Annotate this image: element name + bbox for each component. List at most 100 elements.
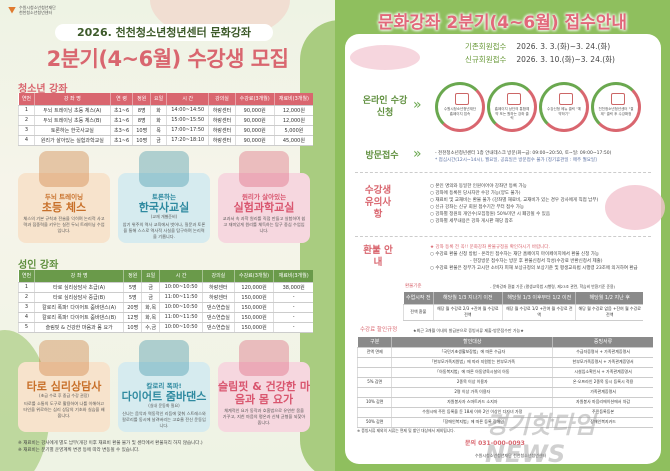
- table-cell: 50% 감면: [356, 417, 392, 428]
- header-pill: 2026. 천천청소년청년센터 문화강좌: [55, 24, 273, 41]
- table-cell: 토론하는 한국사교실: [33, 125, 111, 136]
- step-1: 수원시청소년청년재단 홈페이지 접속: [435, 82, 485, 132]
- table-cell: 10:00~10:50: [159, 282, 203, 293]
- table-cell: 90,000원: [234, 115, 275, 126]
- left-panel: 수원시청소년청년재단 천천청소년청년센터 2026. 천천청소년청년센터 문화강좌…: [0, 0, 335, 471]
- table-cell: 원리가 살아있는 실험과학교실: [33, 135, 111, 146]
- chevron-right-icon: »: [413, 97, 422, 113]
- table-cell: 수,금: [141, 322, 160, 333]
- contact: 문의 031-000-0093: [465, 440, 525, 447]
- table-cell: 초1~6: [109, 105, 133, 116]
- card-description: 암기 위주의 역사 교육에서 벗어나, 질문과 토론을 통해 스스로 역사적 사…: [122, 222, 206, 239]
- table-row: 전액 환불 해당 월 수강료 2/3 +잔여 월 수강료 전액 해당 월 수강료 1…: [403, 304, 643, 321]
- table-cell: 4: [17, 312, 35, 323]
- card-note: (초급 수료 후 중급 수강 권장): [39, 393, 89, 398]
- table-row: 2 두뇌 트레이닝 초등 체스(B) 초1~6 8명 화 15:00~15:50 하랑센터 9…: [18, 115, 313, 126]
- table-cell: 20명: [123, 302, 142, 313]
- table-cell: 「장애인복지법」에 따른 등록 장애인: [391, 417, 553, 428]
- table-cell: -: [273, 312, 313, 323]
- table-cell: 해당 월 수강료 1/2 +잔여 월 수강료 전액: [502, 304, 576, 321]
- table-cell: 한부모가족증명서 + 가족관계증명서: [552, 357, 653, 368]
- table-cell: 4: [18, 135, 35, 146]
- column-header: 강의실: [202, 270, 235, 283]
- column-header: 강의실: [208, 93, 236, 106]
- adult-cards: 타로 심리상담사 (초급 수료 후 중급 수강 권장) 타로를 소통의 도구로 활용…: [18, 340, 310, 432]
- user-icon: [611, 93, 625, 105]
- table-row: 1 두뇌 트레이닝 초등 체스(A) 초1~6 8명 화 14:00~14:50 하랑센터 9…: [18, 105, 313, 116]
- discount-label: 수강료 할인규정: [360, 327, 398, 333]
- refund-basis-note: - 문화강좌 환불 기준 (평생교육법 시행령, 제23조 관련, 학습비 반환…: [490, 284, 615, 289]
- table-cell: [356, 367, 392, 378]
- column-header: 할인대상: [391, 337, 553, 348]
- course-illustration: [39, 340, 89, 376]
- course-card: 원리가 살아있는 실험과학교실 교과서 속 과학 원리를 직접 만들고 실험하며 쉽…: [218, 151, 310, 243]
- column-header: 해당월 1/3 이후부터 1/2 이전: [502, 292, 576, 305]
- search-icon: [455, 93, 469, 105]
- card-subtitle: 원리가 살아있는: [241, 193, 287, 201]
- table-cell: 하랑센터: [208, 125, 236, 136]
- table-cell: 하랑센터: [208, 135, 236, 146]
- table-cell: 90,000원: [234, 125, 275, 136]
- youth-cards: 두뇌 트레이닝 초등 체스 체스의 기본 규칙과 전술을 익히며 논리적 사고력과 …: [18, 151, 310, 243]
- table-cell: 화,목: [141, 302, 160, 313]
- table-cell: 칼로리 폭파! 다이어트 줌바댄스(A): [34, 302, 124, 313]
- table-cell: 슬림핏 & 건강한 마음과 몸 요가: [34, 322, 124, 333]
- table-cell: 가족관계증명서: [552, 387, 653, 398]
- table-cell: 150,000원: [233, 302, 274, 313]
- column-header: 강 좌 명: [33, 93, 111, 106]
- page-title: 2분기(4~6월) 수강생 모집: [46, 47, 289, 71]
- table-cell: 38,000원: [273, 282, 313, 293]
- table-cell: 「국민기초생활보장법」에 따른 수급자: [391, 347, 553, 358]
- caution-label: 수강생 유의사항: [364, 185, 392, 220]
- table-cell: 금: [141, 282, 160, 293]
- table-cell: 10% 감면: [356, 397, 392, 408]
- column-header: 수업시작 전: [403, 292, 434, 305]
- table-header-row: 구분 할인대상 증빙서류: [356, 337, 653, 348]
- refund-info: ★ 강좌 등록 전 꼭!! 문화강좌 환불규정을 확인하시기 바랍니다. ○ 수강…: [430, 245, 638, 271]
- table-cell: 두뇌 트레이닝 초등 체스(B): [33, 115, 111, 126]
- column-header: 요일: [141, 270, 160, 283]
- chevron-right-icon: »: [413, 146, 422, 162]
- table-cell: 하랑센터: [202, 282, 235, 293]
- table-cell: 8명: [132, 115, 151, 126]
- column-header: 연번: [17, 270, 35, 283]
- table-row: 2 타로 심리상담사 중급(B) 5명 금 11:00~11:50 하랑센터 150,000…: [17, 292, 313, 303]
- table-row: 4 원리가 살아있는 실험과학교실 초1~6 10명 금 17:20~18:10 하랑센터 9…: [18, 135, 313, 146]
- table-cell: [356, 407, 392, 418]
- table-cell: 2: [17, 292, 35, 303]
- table-cell: 자원봉사 마음리에이션에서 차감: [552, 397, 653, 408]
- table-cell: [356, 387, 392, 398]
- card-note: (실내 운동화 필요): [148, 403, 180, 408]
- online-label: 온라인 수강신청: [362, 96, 408, 118]
- table-cell: 5: [17, 322, 35, 333]
- table-row: 3 토론하는 한국사교실 초3~6 10명 목 17:00~17:50 하랑센터 90,000…: [18, 125, 313, 136]
- card-note: (교재 개별준비): [150, 214, 178, 219]
- table-row: 「한부모가족지원법」에 따라 지원받는 한부모가족 한부모가족증명서 + 가족관계…: [356, 357, 653, 368]
- table-cell: 목: [150, 125, 167, 136]
- table-cell: 칼로리 폭파! 다이어트 줌바댄스(B): [34, 312, 124, 323]
- visit-label: 방문접수: [365, 151, 399, 161]
- column-header: 연번: [18, 93, 35, 106]
- table-cell: 150,000원: [233, 322, 274, 333]
- table-cell: 150,000원: [233, 292, 274, 303]
- step-4: 천천청소년청년센터 "결제" 클릭 후 수강확정: [591, 82, 641, 132]
- table-cell: 17:20~18:10: [165, 135, 209, 146]
- table-cell: 1: [17, 282, 35, 293]
- youth-heading: 청소년 강좌: [18, 84, 68, 95]
- table-row: 50% 감면 「장애인복지법」에 따른 등록 장애인 장애인복지카드: [356, 417, 653, 428]
- step-3: 수강신청 메뉴 클릭 "예약하기": [539, 82, 589, 132]
- table-cell: 댄스연습실: [202, 312, 235, 323]
- table-cell: 화: [150, 105, 167, 116]
- column-header: 강 좌 명: [34, 270, 124, 283]
- card-description: 교과서 속 과학 원리를 직접 만들고 실험하며 쉽고 재미있게 원리를 체득하…: [222, 216, 306, 233]
- card-description: 타로를 소통의 도구로 활용하여 나를 이해하고 타인을 위로하는 심리 상담의…: [23, 401, 105, 418]
- table-row: 5 슬림핏 & 건강한 마음과 몸 요가 10명 수,금 10:00~10:50 댄스연습…: [17, 322, 313, 333]
- registration-dates: 기존회원접수 2026. 3. 3.(화)~3. 24.(화) 신규회원접수 202…: [465, 42, 615, 64]
- document-icon: [559, 93, 573, 105]
- table-cell: 장애인복지카드: [552, 417, 653, 428]
- column-header: 구분: [356, 337, 392, 348]
- card-subtitle: 토론하는: [152, 193, 176, 201]
- table-cell: 자원봉사자 스마트카드 소지자: [391, 397, 553, 408]
- course-illustration: [39, 151, 89, 187]
- table-row: 4 칼로리 폭파! 다이어트 줌바댄스(B) 12명 화,목 11:00~11:50 댄스…: [17, 312, 313, 323]
